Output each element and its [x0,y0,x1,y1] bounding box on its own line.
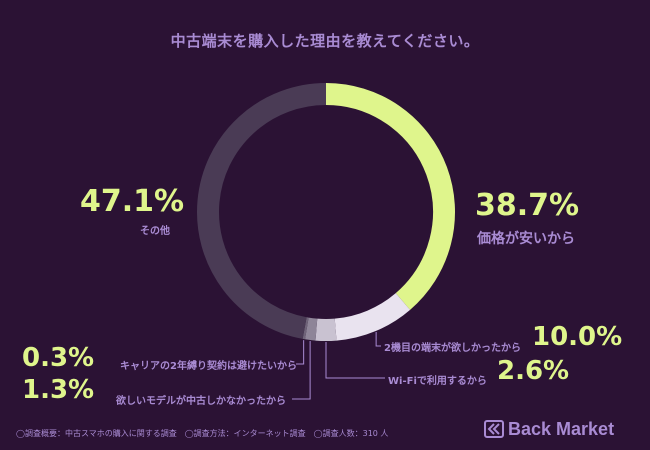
slice-value-wifi: 2.6% [497,356,570,386]
donut-slice-second-device [334,292,411,341]
leader-line-carrier [296,340,305,365]
slice-value-price: 38.7% [475,188,580,223]
donut-slice-only-used [305,317,318,341]
slice-value-carrier: 0.3% [22,343,95,373]
slice-label-price: 価格が安いから [477,231,575,247]
slice-label-carrier: キャリアの2年縛り契約は避けたいから [120,361,297,372]
slice-label-only-used: 欲しいモデルが中古しかなかったから [116,396,286,407]
slice-value-second-device: 10.0% [532,322,623,352]
slice-label-wifi: Wi-Fiで利用するから [388,376,487,387]
donut-slice-price [325,83,455,310]
slice-value-other: 47.1% [80,184,185,219]
back-market-logo: Back Market [484,418,614,440]
slice-label-second-device: 2機目の端末が欲しかったから [384,343,521,354]
donut-slice-other [197,83,327,339]
leader-line-wifi [325,342,385,379]
logo-text: Back Market [508,418,615,439]
survey-footnote: ◯調査概要：中古スマホの購入に関する調査 ◯調査方法：インターネット調査 ◯調査… [16,429,389,438]
slice-value-only-used: 1.3% [22,375,95,405]
back-market-chevron-icon [484,420,504,438]
slice-label-other: その他 [140,226,170,237]
chart-title: 中古端末を購入した理由を教えてください。 [170,32,480,50]
leader-line-only-used [292,341,311,400]
leader-line-second-device [375,331,381,347]
